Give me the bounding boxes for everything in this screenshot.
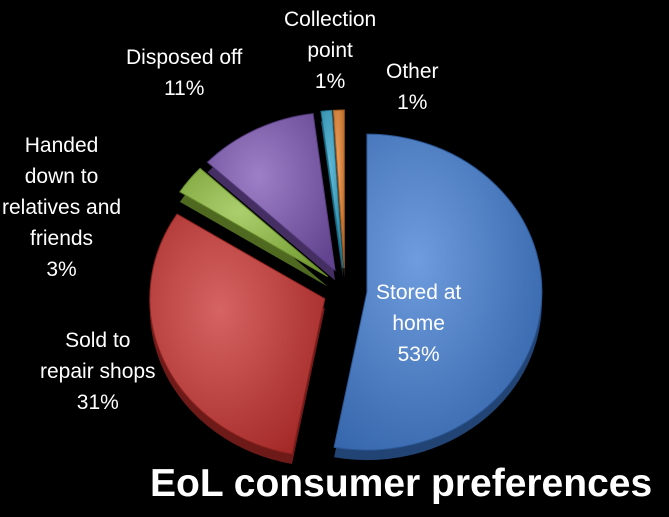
chart-title: EoL consumer preferences [150,462,653,505]
slice-label-stored-at-home: Stored at home 53% [376,281,462,366]
pie-slice-top [333,133,543,451]
pie-slice-top [320,109,344,269]
pie-slice-top [149,213,326,455]
pie-slice-top [332,109,345,269]
slice-label-disposed-off: Disposed off 11% [126,46,243,100]
pie-slice-handed-down-to-relatives-and-friends [179,167,328,287]
pie-slice-collection-point [320,109,344,279]
pie-slice-top [206,113,336,272]
pie-slice-sold-to-repair-shops [149,213,326,464]
pie-slice-other [332,109,345,279]
slice-label-sold-to-repair-shops: Sold to repair shops 31% [40,329,156,414]
pie-slice-side [320,120,343,279]
pie-slice-stored-at-home [333,133,543,461]
slice-label-other: Other 1% [386,60,439,114]
slice-label-collection-point: Collection point 1% [284,8,377,93]
pie-slice-disposed-off [206,113,336,281]
slice-label-handed-down: Handed down to relatives and friends 3% [2,134,122,281]
pie-slice-top [179,167,328,277]
